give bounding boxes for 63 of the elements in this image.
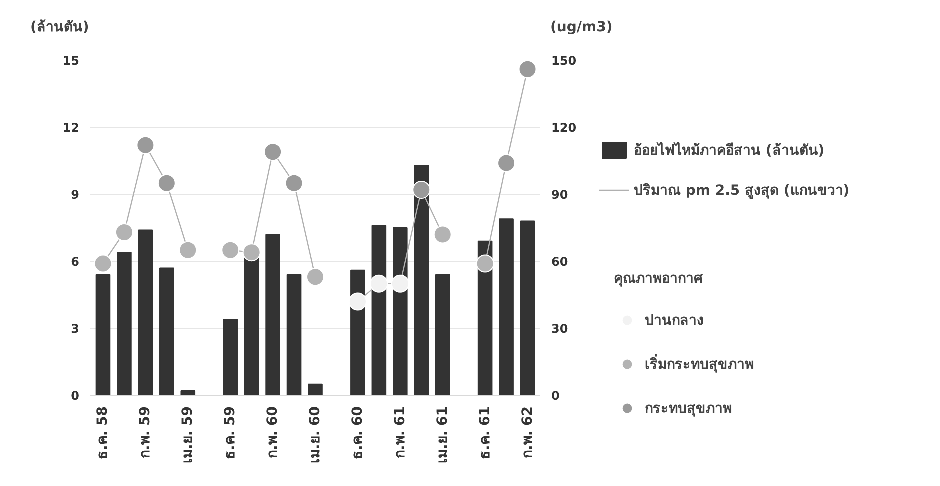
point [370,274,388,293]
bar [160,268,174,396]
y-tick-label: 15 [62,54,80,68]
legend-label: อ้อยไฟไหม้ภาคอีสาน (ล้านตัน) [634,141,825,161]
x-tick-label: ธ.ค. 58 [95,406,112,460]
bar [138,230,154,396]
bar [308,384,323,396]
x-tick-label: ก.พ. 62 [520,406,536,458]
point [242,244,261,262]
y2-tick-label: 60 [552,255,568,269]
y2-tick-label: 150 [552,54,577,68]
point [434,226,452,244]
bar [180,390,196,396]
legend-label: ปริมาณ pm 2.5 สูงสุด (แกนขวา) [634,182,850,201]
y2-tick-label: 0 [552,389,560,403]
point [412,181,431,200]
legend-title: คุณภาพอากาศ [614,270,704,289]
point [285,174,304,192]
y-tick-label: 6 [71,255,80,269]
y2-tick-label: 90 [552,188,568,202]
point [498,154,516,172]
y-tick-label: 0 [71,389,80,403]
point [476,254,494,273]
point [136,136,155,154]
x-tick-label: ธ.ค. 59 [222,406,239,460]
y2-axis-title: (ug/m3) [550,20,613,36]
point [348,292,367,311]
point [222,241,240,260]
x-tick-label: ก.พ. 60 [265,406,282,458]
y2-tick-label: 30 [552,322,568,336]
bar [435,274,450,396]
y-axis-title: (ล้านตัน) [30,20,90,36]
point [391,274,410,293]
point [158,174,176,192]
x-tick-label: เม.ย. 60 [308,406,324,464]
point [179,241,198,260]
point [518,60,537,78]
bar [520,220,536,396]
x-tick-label: ก.พ. 59 [138,406,154,458]
bar [117,252,132,396]
legend-label: กระทบสุขภาพ [645,400,732,419]
bar [499,218,514,396]
bar [223,319,238,396]
x-tick-label: ก.พ. 61 [392,406,408,458]
x-tick-label: ธ.ค. 60 [350,406,366,460]
bar [266,234,280,396]
bar [244,256,260,396]
legend-label: ปานกลาง [645,312,704,331]
y-tick-label: 9 [71,188,80,202]
x-tick-label: เม.ย. 59 [180,406,196,464]
point [115,223,134,242]
bar [96,274,111,396]
x-tick-label: เม.ย. 61 [434,406,451,464]
y-tick-label: 3 [71,322,80,336]
point [264,143,282,162]
point [306,268,324,286]
bar [414,164,430,396]
bar [286,274,302,396]
y-tick-label: 12 [62,121,80,135]
y2-tick-label: 120 [552,121,577,135]
x-tick-label: ธ.ค. 61 [477,406,494,460]
legend-label: เริ่มกระทบสุขภาพ [645,353,754,375]
point [94,254,112,273]
